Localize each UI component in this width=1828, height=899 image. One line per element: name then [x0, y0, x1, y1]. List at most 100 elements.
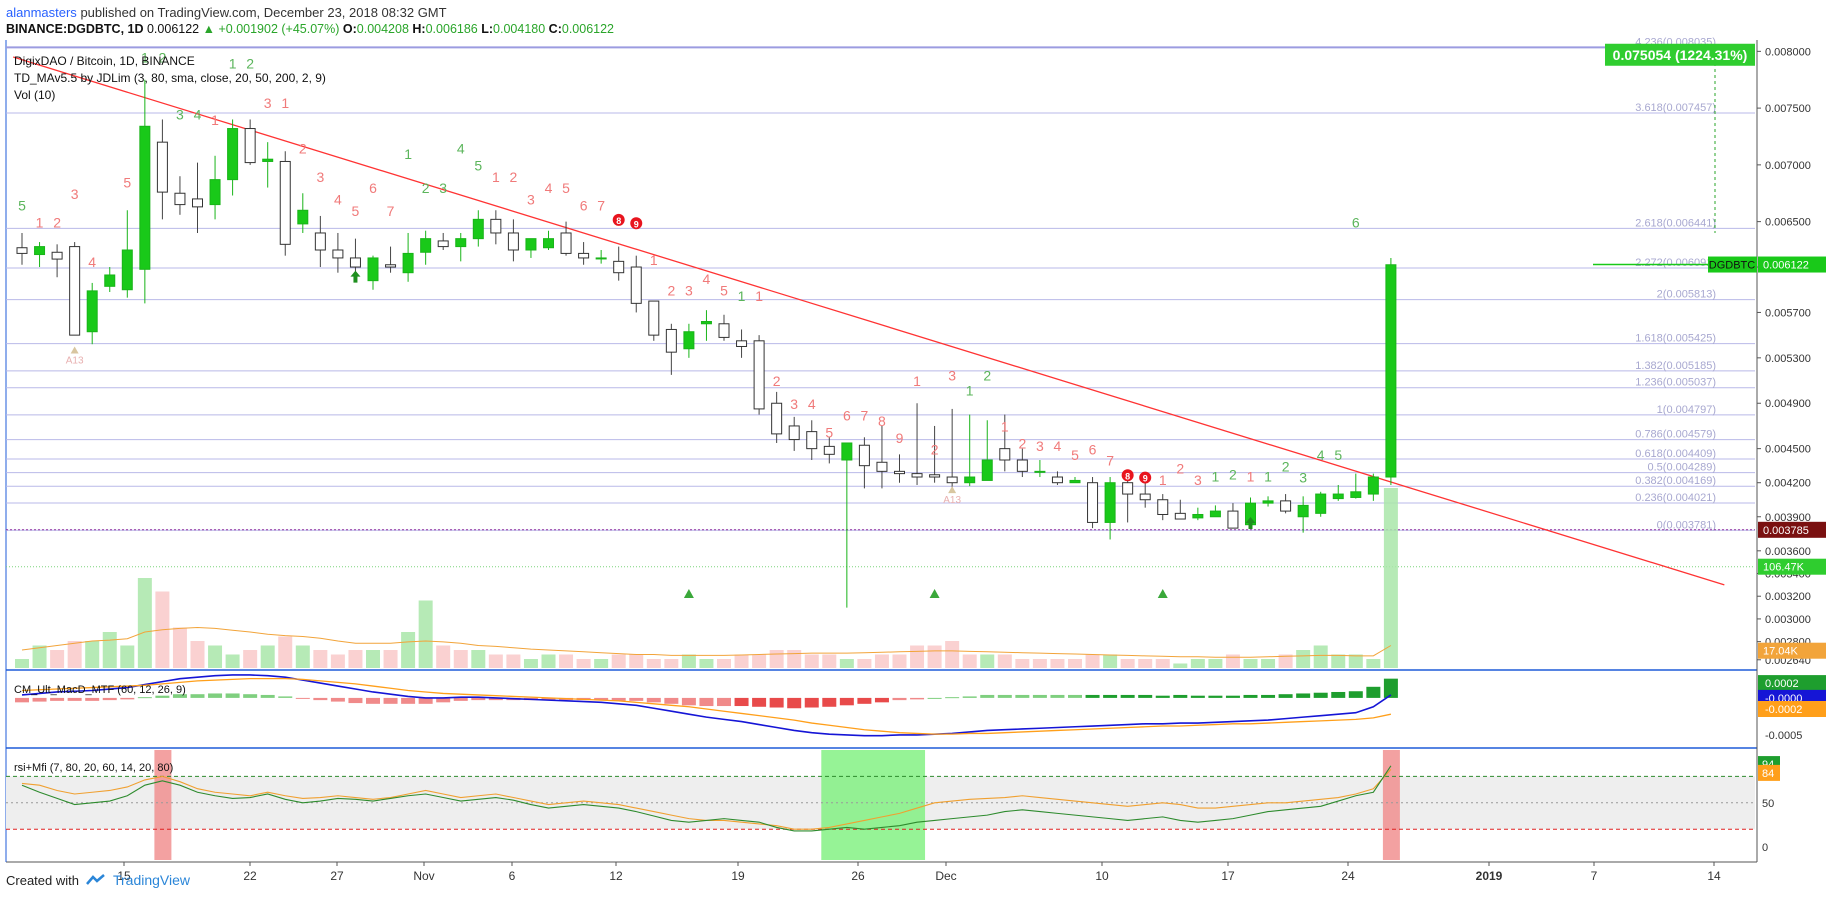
- candle-body: [981, 459, 993, 481]
- macd-hist-bar: [330, 697, 345, 702]
- volume-bar: [1103, 654, 1118, 668]
- volume-bar: [541, 654, 556, 668]
- volume-bar: [1068, 659, 1082, 668]
- volume-bar: [611, 654, 626, 668]
- volume-bar: [348, 650, 363, 668]
- x-tick-label: 15: [117, 869, 131, 883]
- macd-hist-bar: [980, 694, 995, 698]
- candle-body: [1104, 482, 1116, 523]
- close-value: 0.006122: [561, 22, 615, 36]
- y-tick-label: 0.003000: [1765, 614, 1811, 626]
- macd-hist-bar: [962, 696, 977, 698]
- volume-bar: [278, 636, 293, 668]
- candle-body: [595, 257, 607, 260]
- fib-label: 1.618(0.005425): [1635, 333, 1716, 345]
- low-value: 0.004180: [493, 22, 546, 36]
- td-count: 4: [1317, 447, 1325, 463]
- trendline-layer[interactable]: [13, 56, 1725, 586]
- macd-hist-bar: [1383, 678, 1398, 698]
- macd-hist-bar: [1032, 694, 1047, 698]
- small-triangle: [70, 346, 79, 354]
- x-tick-label: 22: [243, 869, 257, 883]
- volume-bar: [1348, 654, 1363, 668]
- green-triangle: [683, 588, 694, 598]
- td-count: 1: [211, 112, 219, 128]
- volume-bar: [1383, 488, 1398, 668]
- td-count: 2: [1176, 461, 1184, 477]
- candle-body: [648, 300, 660, 336]
- macd-hist-bar: [278, 696, 293, 698]
- volume-bar: [488, 654, 503, 668]
- volume-bar: [120, 645, 135, 668]
- candle-body: [964, 476, 976, 484]
- macd-hist-bar: [1348, 691, 1363, 698]
- footer: Created with TradingView: [6, 872, 190, 888]
- macd-slow-line: [21, 678, 1392, 735]
- fib-label: 0.236(0.004021): [1635, 492, 1716, 504]
- macd-hist-bar: [717, 697, 731, 707]
- macd-hist-bar: [225, 693, 240, 698]
- y-tick-label: 0.004900: [1765, 398, 1811, 410]
- tradingview-brand-link[interactable]: TradingView: [112, 872, 191, 888]
- td-count: 1: [913, 373, 921, 389]
- volume-bar: [1050, 659, 1065, 668]
- td-count: 3: [790, 396, 798, 412]
- macd-hist-bar: [1313, 692, 1328, 698]
- td-count: 8: [878, 413, 886, 429]
- candle-body: [630, 266, 642, 304]
- fib-label: 0(0.003781): [1657, 519, 1716, 531]
- candle-body: [1367, 476, 1379, 495]
- price-axis[interactable]: 0.0080000.0075000.0070000.0065000.006100…: [1605, 43, 1826, 854]
- candle-body: [543, 238, 554, 249]
- candle-body: [613, 260, 625, 274]
- rsi-axis-label: 84: [1762, 768, 1774, 780]
- small-triangle: [948, 486, 957, 494]
- time-axis[interactable]: 15 22 27 Nov 6 12 19 26 Dec 10 17 24 2019 7 14: [117, 862, 1721, 883]
- volume-bar: [1120, 659, 1135, 668]
- rsi-axis-label: 0: [1762, 842, 1768, 854]
- macd-hist-bar: [137, 697, 152, 699]
- candle-body: [69, 246, 81, 336]
- candle-body: [420, 238, 432, 253]
- td-count: 2: [159, 50, 167, 66]
- macd-hist-bar: [1208, 695, 1223, 698]
- volume-bar: [50, 650, 65, 668]
- volume-bar: [734, 654, 749, 668]
- macd-hist-bar: [155, 695, 170, 698]
- volume-bar: [436, 645, 451, 668]
- volume-bar: [804, 654, 819, 668]
- td-count: 6: [1352, 214, 1360, 230]
- candle-body: [1069, 479, 1081, 484]
- candle-body: [437, 240, 449, 248]
- td-count: 7: [387, 203, 395, 219]
- fib-label: 1.236(0.005037): [1635, 377, 1716, 389]
- volume-bar: [1190, 659, 1205, 668]
- td-count: 5: [720, 282, 728, 298]
- td-badge: [630, 217, 643, 230]
- volume-bar: [857, 659, 872, 668]
- target-label-bg: [1605, 43, 1755, 66]
- td-count: 1: [492, 169, 500, 185]
- candle-body: [490, 218, 502, 234]
- td-count: 1: [738, 288, 746, 304]
- td-badge-count: 8: [1125, 471, 1130, 481]
- volume-bar: [1313, 645, 1328, 668]
- fib-levels: 4.236(0.008035)3.618(0.007457)2.618(0.00…: [6, 36, 1755, 568]
- td-count: 4: [1054, 438, 1062, 454]
- macd-pane: [15, 674, 1398, 737]
- td-count: 5: [562, 180, 570, 196]
- candle-body: [279, 160, 291, 245]
- high-label: H:: [412, 22, 426, 36]
- candle-body: [86, 290, 98, 333]
- author-link[interactable]: alanmasters: [6, 5, 77, 20]
- x-tick-label: 19: [731, 869, 745, 883]
- macd-axis-label-bg: [1758, 675, 1826, 692]
- macd-hist-bar: [418, 697, 433, 704]
- macd-hist-bar: [243, 694, 258, 698]
- x-tick-label: 26: [851, 869, 865, 883]
- candle-body: [771, 402, 783, 435]
- y-tick-label: 0.003600: [1765, 546, 1811, 558]
- macd-hist-bar: [1050, 694, 1065, 698]
- td-count: 2: [1018, 436, 1026, 452]
